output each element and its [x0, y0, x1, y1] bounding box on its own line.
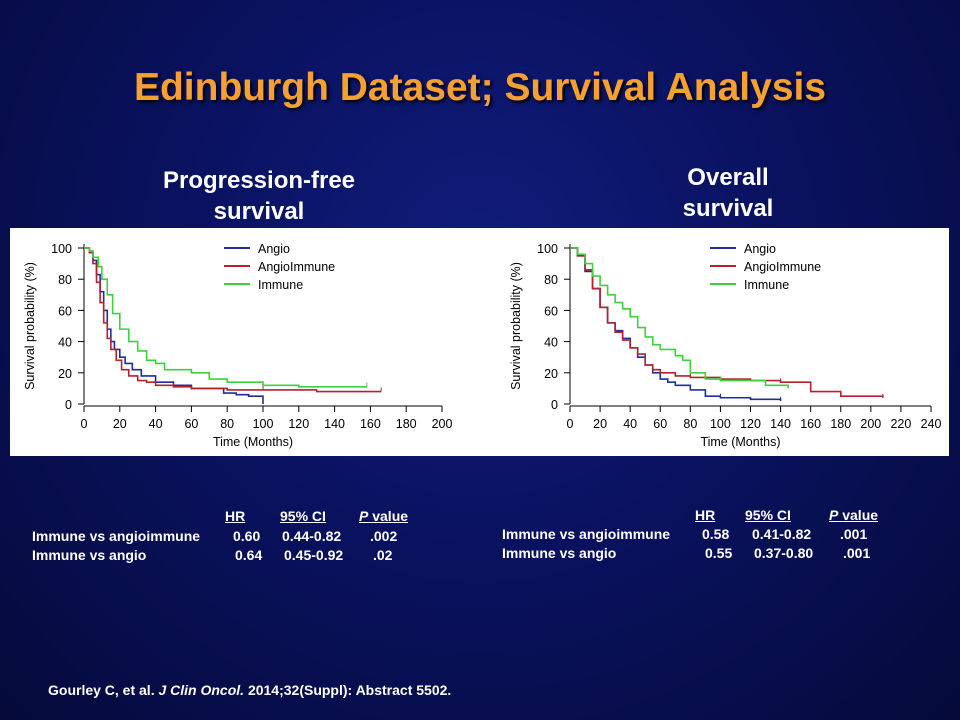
legend-label: Immune [744, 278, 789, 292]
y-tick-label: 20 [544, 367, 558, 381]
y-axis-label: Survival probability (%) [509, 262, 523, 390]
legend-label: Angio [258, 242, 290, 256]
pfs-row1-hr: 0.60 [233, 528, 261, 544]
os-row2-ci: 0.37-0.80 [754, 545, 814, 561]
x-tick-label: 240 [921, 417, 942, 431]
x-tick-label: 60 [184, 417, 198, 431]
series-line-angio [84, 247, 264, 404]
series-line-immune [570, 247, 789, 389]
pfs-row1-p: .002 [370, 528, 398, 544]
series-line-angioimmune [570, 247, 884, 398]
pfs-row2-label: Immune vs angio [32, 547, 147, 563]
citation-authors: Gourley C, et al. [48, 682, 155, 698]
x-axis-label: Time (Months) [700, 435, 780, 449]
citation-journal: J Clin Oncol. [158, 682, 245, 698]
pfs-row2-p: .02 [373, 547, 393, 563]
os-chart-panel: 0 20 40 60 80 100 0 20 40 60 80 100 120 140 160 180 200 2… [500, 228, 949, 456]
legend-label: Immune [258, 278, 303, 292]
y-tick-label: 20 [58, 367, 72, 381]
os-km-plot: 0 20 40 60 80 100 0 20 40 60 80 100 120 140 160 180 200 2… [509, 242, 942, 449]
os-row1-p: .001 [840, 526, 868, 542]
x-tick-label: 160 [800, 417, 821, 431]
x-tick-label: 40 [623, 417, 637, 431]
x-tick-label: 0 [567, 417, 574, 431]
series-line-angioimmune [84, 247, 382, 393]
y-tick-label: 40 [58, 336, 72, 350]
x-tick-label: 220 [890, 417, 911, 431]
legend-label: AngioImmune [258, 260, 335, 274]
x-axis-label: Time (Months) [213, 435, 293, 449]
slide-title: Edinburgh Dataset; Survival Analysis [133, 66, 827, 109]
pfs-row1-ci: 0.44-0.82 [282, 528, 342, 544]
pfs-km-plot: 0 20 40 60 80 100 0 20 40 60 80 100 120 140 160 180 200 T… [23, 242, 453, 449]
x-tick-label: 60 [653, 417, 667, 431]
series-line-immune [84, 247, 367, 388]
os-row2-label: Immune vs angio [502, 545, 617, 561]
pfs-ci-header: 95% CI [280, 508, 326, 524]
x-tick-label: 140 [770, 417, 791, 431]
y-tick-label: 100 [51, 242, 72, 256]
x-tick-label: 40 [149, 417, 163, 431]
citation-details: 2014;32(Suppl): Abstract 5502. [247, 682, 452, 698]
legend-label: Angio [744, 242, 776, 256]
x-tick-label: 160 [360, 417, 381, 431]
legend-label: AngioImmune [744, 260, 821, 274]
pfs-p-header: P value [359, 508, 409, 524]
x-tick-label: 140 [324, 417, 345, 431]
x-tick-label: 120 [288, 417, 309, 431]
os-hr-header: HR [695, 507, 716, 523]
os-row1-label: Immune vs angioimmune [502, 526, 671, 542]
pfs-row1-label: Immune vs angioimmune [32, 528, 201, 544]
os-row2-hr: 0.55 [705, 545, 733, 561]
y-tick-label: 0 [65, 398, 72, 412]
pfs-row2-ci: 0.45-0.92 [284, 547, 344, 563]
x-tick-label: 80 [220, 417, 234, 431]
pfs-row2-hr: 0.64 [235, 547, 263, 563]
y-axis-label: Survival probability (%) [23, 262, 37, 390]
x-tick-label: 120 [740, 417, 761, 431]
os-ci-header: 95% CI [745, 507, 791, 523]
y-tick-label: 80 [58, 273, 72, 287]
pfs-subtitle-line2: survival [213, 198, 305, 225]
y-tick-label: 0 [551, 398, 558, 412]
y-tick-label: 100 [537, 242, 558, 256]
y-tick-label: 80 [544, 273, 558, 287]
os-subtitle: Overall survival [628, 162, 828, 224]
y-tick-label: 60 [58, 304, 72, 318]
x-tick-label: 0 [81, 417, 88, 431]
os-subtitle-line2: survival [682, 195, 774, 222]
os-p-header: P value [829, 507, 879, 523]
citation: Gourley C, et al. J Clin Oncol. 2014;32(… [48, 682, 451, 698]
pfs-chart-panel: 0 20 40 60 80 100 0 20 40 60 80 100 120 140 160 180 200 T… [10, 228, 500, 456]
y-tick-label: 40 [544, 336, 558, 350]
x-tick-label: 80 [683, 417, 697, 431]
pfs-subtitle-line1: Progression-free [162, 167, 356, 194]
y-tick-label: 60 [544, 304, 558, 318]
pfs-subtitle: Progression-free survival [130, 165, 388, 227]
x-tick-label: 180 [396, 417, 417, 431]
os-row1-hr: 0.58 [702, 526, 730, 542]
x-tick-label: 200 [432, 417, 453, 431]
x-tick-label: 100 [710, 417, 731, 431]
x-tick-label: 20 [593, 417, 607, 431]
os-subtitle-line1: Overall [687, 164, 769, 191]
os-row1-ci: 0.41-0.82 [752, 526, 812, 542]
os-row2-p: .001 [843, 545, 871, 561]
pfs-hr-header: HR [225, 508, 246, 524]
x-tick-label: 100 [253, 417, 274, 431]
x-tick-label: 180 [830, 417, 851, 431]
x-tick-label: 20 [113, 417, 127, 431]
x-tick-label: 200 [860, 417, 881, 431]
